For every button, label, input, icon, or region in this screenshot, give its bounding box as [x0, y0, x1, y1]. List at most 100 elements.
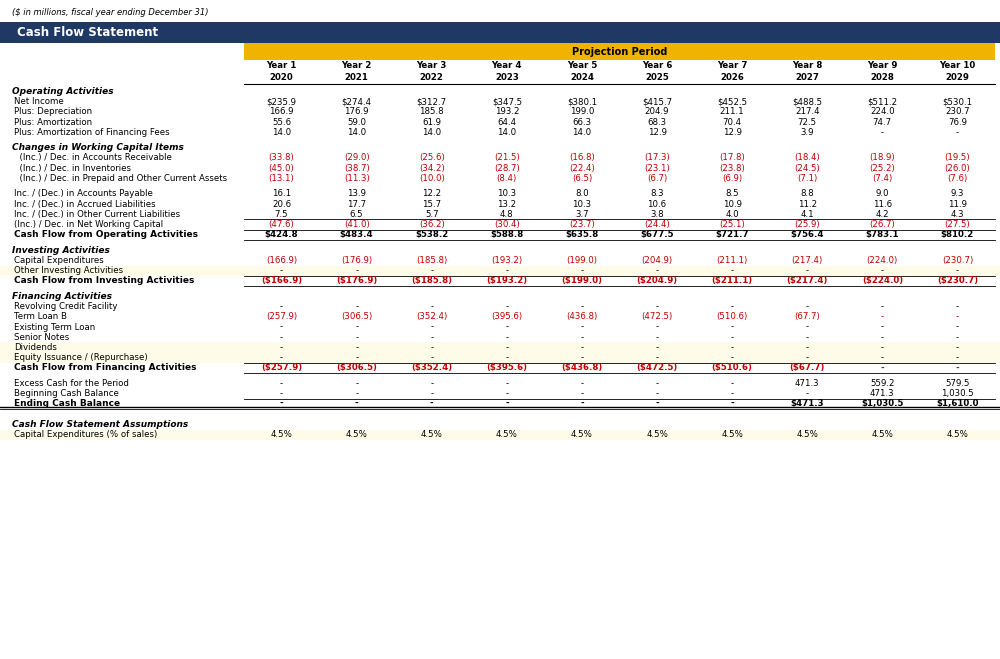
Text: $677.5: $677.5	[640, 230, 674, 239]
Text: (Inc.) / Dec. in Prepaid and Other Current Assets: (Inc.) / Dec. in Prepaid and Other Curre…	[14, 174, 227, 183]
Text: 4.2: 4.2	[876, 210, 889, 219]
Text: (45.0): (45.0)	[269, 163, 294, 173]
Text: ($193.2): ($193.2)	[486, 276, 527, 285]
Text: 5.7: 5.7	[425, 210, 439, 219]
Text: (176.9): (176.9)	[341, 256, 372, 265]
Text: -: -	[355, 379, 358, 388]
Text: $783.1: $783.1	[866, 230, 899, 239]
Text: 9.0: 9.0	[876, 189, 889, 198]
Text: -: -	[655, 353, 659, 362]
Text: Other Investing Activities: Other Investing Activities	[14, 266, 123, 275]
Text: $635.8: $635.8	[565, 230, 599, 239]
Text: -: -	[881, 333, 884, 342]
Text: (33.8): (33.8)	[269, 154, 294, 163]
Text: $424.8: $424.8	[265, 230, 298, 239]
Text: 66.3: 66.3	[572, 117, 592, 127]
Text: 8.0: 8.0	[575, 189, 589, 198]
Text: -: -	[280, 389, 283, 398]
Text: ($472.5): ($472.5)	[636, 363, 678, 372]
Text: 68.3: 68.3	[647, 117, 667, 127]
Text: -: -	[505, 353, 508, 362]
Text: (17.8): (17.8)	[719, 154, 745, 163]
FancyBboxPatch shape	[0, 22, 1000, 43]
Text: 4.1: 4.1	[800, 210, 814, 219]
Text: -: -	[881, 363, 884, 372]
Text: (16.8): (16.8)	[569, 154, 595, 163]
Text: -: -	[956, 353, 959, 362]
Text: -: -	[731, 343, 734, 352]
Text: -: -	[655, 266, 659, 275]
Text: -: -	[430, 353, 433, 362]
Text: (Inc.) / Dec. in Accounts Receivable: (Inc.) / Dec. in Accounts Receivable	[14, 154, 172, 163]
Text: 2026: 2026	[720, 72, 744, 82]
Text: Financing Activities: Financing Activities	[12, 292, 112, 301]
Text: ($211.1): ($211.1)	[712, 276, 753, 285]
Text: (13.1): (13.1)	[269, 174, 294, 183]
Text: 4.3: 4.3	[951, 210, 964, 219]
Text: 193.2: 193.2	[495, 107, 519, 117]
Text: -: -	[280, 343, 283, 352]
Text: (28.7): (28.7)	[494, 163, 520, 173]
Text: -: -	[655, 399, 659, 409]
Text: $347.5: $347.5	[492, 97, 522, 106]
Text: -: -	[580, 302, 584, 311]
Text: (230.7): (230.7)	[942, 256, 973, 265]
Text: 3.8: 3.8	[650, 210, 664, 219]
Text: (395.6): (395.6)	[491, 312, 522, 322]
Text: 6.5: 6.5	[350, 210, 363, 219]
Text: 10.6: 10.6	[647, 200, 667, 209]
Text: -: -	[881, 128, 884, 137]
Text: ($257.9): ($257.9)	[261, 363, 302, 372]
Text: 224.0: 224.0	[870, 107, 895, 117]
Text: -: -	[430, 399, 434, 409]
Text: (67.7): (67.7)	[794, 312, 820, 322]
Text: -: -	[731, 389, 734, 398]
Text: 14.0: 14.0	[572, 128, 592, 137]
Text: 8.8: 8.8	[800, 189, 814, 198]
Text: (29.0): (29.0)	[344, 154, 369, 163]
Text: ($ in millions, fiscal year ending December 31): ($ in millions, fiscal year ending Decem…	[12, 8, 208, 17]
Text: (6.7): (6.7)	[647, 174, 667, 183]
Text: 16.1: 16.1	[272, 189, 291, 198]
Text: 11.2: 11.2	[798, 200, 817, 209]
Text: ($224.0): ($224.0)	[862, 276, 903, 285]
Text: 8.5: 8.5	[725, 189, 739, 198]
Text: (24.5): (24.5)	[794, 163, 820, 173]
Text: -: -	[881, 266, 884, 275]
Text: ($436.8): ($436.8)	[561, 363, 603, 372]
Text: -: -	[505, 379, 508, 388]
Text: (7.6): (7.6)	[947, 174, 968, 183]
Text: 2025: 2025	[645, 72, 669, 82]
Text: -: -	[430, 389, 433, 398]
Text: (199.0): (199.0)	[566, 256, 597, 265]
Text: (23.7): (23.7)	[569, 220, 595, 229]
Text: $452.5: $452.5	[717, 97, 747, 106]
Text: -: -	[655, 379, 659, 388]
FancyBboxPatch shape	[0, 353, 1000, 362]
Text: (25.9): (25.9)	[794, 220, 820, 229]
Text: -: -	[280, 322, 283, 331]
Text: (18.9): (18.9)	[870, 154, 895, 163]
Text: 12.2: 12.2	[422, 189, 441, 198]
Text: -: -	[956, 266, 959, 275]
Text: 12.9: 12.9	[648, 128, 667, 137]
Text: Plus: Amortization: Plus: Amortization	[14, 117, 92, 127]
Text: -: -	[806, 353, 809, 362]
Text: (26.0): (26.0)	[945, 163, 970, 173]
Text: 15.7: 15.7	[422, 200, 441, 209]
Text: $483.4: $483.4	[340, 230, 373, 239]
Text: 471.3: 471.3	[870, 389, 895, 398]
Text: Year 5: Year 5	[567, 61, 597, 70]
Text: -: -	[355, 266, 358, 275]
Text: Changes in Working Capital Items: Changes in Working Capital Items	[12, 143, 184, 152]
Text: -: -	[355, 343, 358, 352]
Text: -: -	[280, 379, 283, 388]
Text: 199.0: 199.0	[570, 107, 594, 117]
Text: Equity Issuance / (Repurchase): Equity Issuance / (Repurchase)	[14, 353, 148, 362]
Text: Year 8: Year 8	[792, 61, 822, 70]
Text: Existing Term Loan: Existing Term Loan	[14, 322, 95, 331]
Text: 3.9: 3.9	[800, 128, 814, 137]
Text: ($395.6): ($395.6)	[486, 363, 527, 372]
Text: $1,030.5: $1,030.5	[861, 399, 904, 409]
Text: (34.2): (34.2)	[419, 163, 445, 173]
